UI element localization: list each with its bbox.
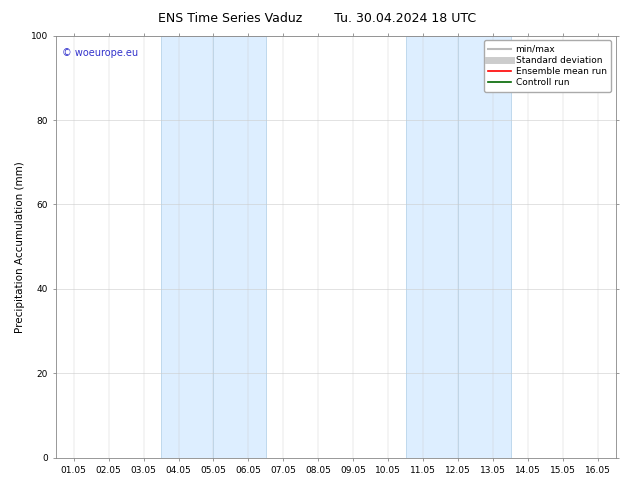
Text: ENS Time Series Vaduz        Tu. 30.04.2024 18 UTC: ENS Time Series Vaduz Tu. 30.04.2024 18 … <box>158 12 476 25</box>
Text: © woeurope.eu: © woeurope.eu <box>61 49 138 58</box>
Legend: min/max, Standard deviation, Ensemble mean run, Controll run: min/max, Standard deviation, Ensemble me… <box>484 40 611 92</box>
Bar <box>406 36 510 458</box>
Y-axis label: Precipitation Accumulation (mm): Precipitation Accumulation (mm) <box>15 161 25 333</box>
Bar <box>161 36 266 458</box>
